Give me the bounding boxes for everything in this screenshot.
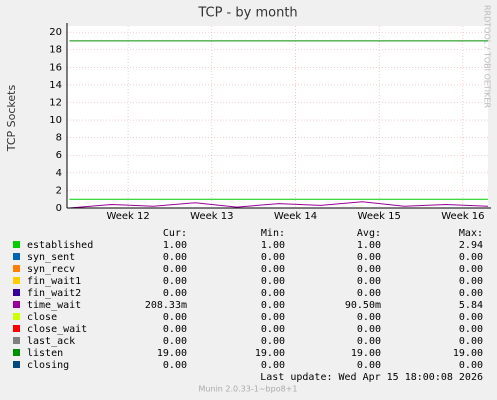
legend-value: 0.00	[357, 324, 381, 335]
x-tick-label: Week 12	[106, 211, 149, 222]
legend-value: 0.00	[357, 312, 381, 323]
y-tick-label: 12	[49, 97, 62, 108]
legend-value: 0.00	[163, 264, 187, 275]
y-tick-label: 6	[56, 150, 62, 161]
legend-value: 19.00	[157, 348, 187, 359]
legend-label: syn_sent	[27, 252, 75, 263]
legend-value: 0.00	[357, 336, 381, 347]
side-text: RRDTOOL / TOBI OETIKER	[483, 5, 492, 108]
legend-value: 90.50m	[345, 300, 381, 311]
legend-value: 0.00	[261, 252, 285, 263]
legend-value: 0.00	[357, 252, 381, 263]
legend-label: listen	[27, 348, 63, 359]
legend-value: 5.84	[459, 300, 483, 311]
legend-label: time_wait	[27, 300, 81, 311]
legend-label: fin_wait2	[27, 288, 81, 299]
legend-value: 0.00	[459, 264, 483, 275]
legend-swatch	[13, 313, 20, 320]
legend-label: closing	[27, 360, 69, 371]
legend-value: 0.00	[357, 276, 381, 287]
legend-value: 0.00	[261, 276, 285, 287]
legend-swatch	[13, 349, 20, 356]
legend-value: 2.94	[459, 240, 483, 251]
y-tick-label: 18	[49, 45, 62, 56]
legend-value: 19.00	[255, 348, 285, 359]
legend-value: 0.00	[357, 288, 381, 299]
legend-value: 1.00	[357, 240, 381, 251]
legend-label: close_wait	[27, 324, 87, 335]
y-tick-label: 2	[56, 185, 62, 196]
legend-value: 0.00	[459, 312, 483, 323]
x-tick-label: Week 13	[190, 211, 233, 222]
x-tick-label: Week 16	[441, 211, 484, 222]
legend-value: 0.00	[261, 324, 285, 335]
legend-value: 0.00	[163, 324, 187, 335]
legend-swatch	[13, 325, 20, 332]
legend-value: 0.00	[459, 276, 483, 287]
legend-swatch	[13, 253, 20, 260]
legend-value: 19.00	[351, 348, 381, 359]
last-update: Last update: Wed Apr 15 18:00:08 2026	[260, 372, 483, 383]
legend-value: 0.00	[163, 336, 187, 347]
y-tick-label: 8	[56, 133, 62, 144]
legend-value: 0.00	[357, 360, 381, 371]
legend-value: 0.00	[261, 288, 285, 299]
y-tick-label: 0	[56, 203, 62, 214]
legend-swatch	[13, 241, 20, 248]
legend-value: 0.00	[459, 288, 483, 299]
legend-value: 0.00	[459, 252, 483, 263]
legend-label: established	[27, 240, 93, 251]
legend-value: 0.00	[261, 264, 285, 275]
y-tick-label: 4	[56, 168, 62, 179]
legend-label: syn_recv	[27, 264, 75, 275]
series-line	[69, 201, 489, 209]
legend-swatch	[13, 265, 20, 272]
y-tick-label: 16	[49, 62, 62, 73]
legend-value: 19.00	[453, 348, 483, 359]
legend-swatch	[13, 289, 20, 296]
legend-swatch	[13, 361, 20, 368]
legend-header: Max:	[459, 228, 483, 239]
footer: Munin 2.0.33-1~bpo8+1	[199, 385, 298, 394]
legend-swatch	[13, 301, 20, 308]
legend-value: 0.00	[459, 360, 483, 371]
legend-value: 0.00	[357, 264, 381, 275]
x-tick-label: Week 14	[274, 211, 317, 222]
legend-header: Avg:	[357, 228, 381, 239]
legend-value: 0.00	[163, 312, 187, 323]
y-tick-label: 20	[49, 27, 62, 38]
legend-value: 0.00	[163, 288, 187, 299]
y-tick-label: 14	[49, 80, 62, 91]
legend-value: 0.00	[261, 300, 285, 311]
legend-value: 0.00	[459, 336, 483, 347]
legend-value: 0.00	[261, 360, 285, 371]
legend-value: 0.00	[261, 312, 285, 323]
legend-value: 1.00	[163, 240, 187, 251]
legend-value: 1.00	[261, 240, 285, 251]
legend-value: 0.00	[163, 360, 187, 371]
legend-value: 0.00	[163, 252, 187, 263]
legend-swatch	[13, 277, 20, 284]
legend-label: fin_wait1	[27, 276, 81, 287]
legend-value: 208.33m	[145, 300, 187, 311]
legend-value: 0.00	[261, 336, 285, 347]
legend-swatch	[13, 337, 20, 344]
legend-value: 0.00	[163, 276, 187, 287]
plot-area	[67, 26, 488, 208]
legend-label: last_ack	[27, 336, 75, 347]
x-tick-label: Week 15	[358, 211, 401, 222]
y-tick-label: 10	[49, 115, 62, 126]
legend-header: Cur:	[163, 228, 187, 239]
legend-label: close	[27, 312, 57, 323]
legend-header: Min:	[261, 228, 285, 239]
chart-title: TCP - by month	[197, 6, 297, 21]
y-axis-label: TCP Sockets	[5, 85, 18, 153]
legend-value: 0.00	[459, 324, 483, 335]
